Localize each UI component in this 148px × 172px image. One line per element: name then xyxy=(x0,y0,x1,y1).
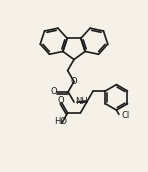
Text: NH: NH xyxy=(75,96,88,105)
Text: Cl: Cl xyxy=(122,111,130,120)
Text: O: O xyxy=(51,87,57,96)
Text: HO: HO xyxy=(54,117,67,126)
Text: O: O xyxy=(70,77,77,86)
Text: O: O xyxy=(58,96,65,105)
